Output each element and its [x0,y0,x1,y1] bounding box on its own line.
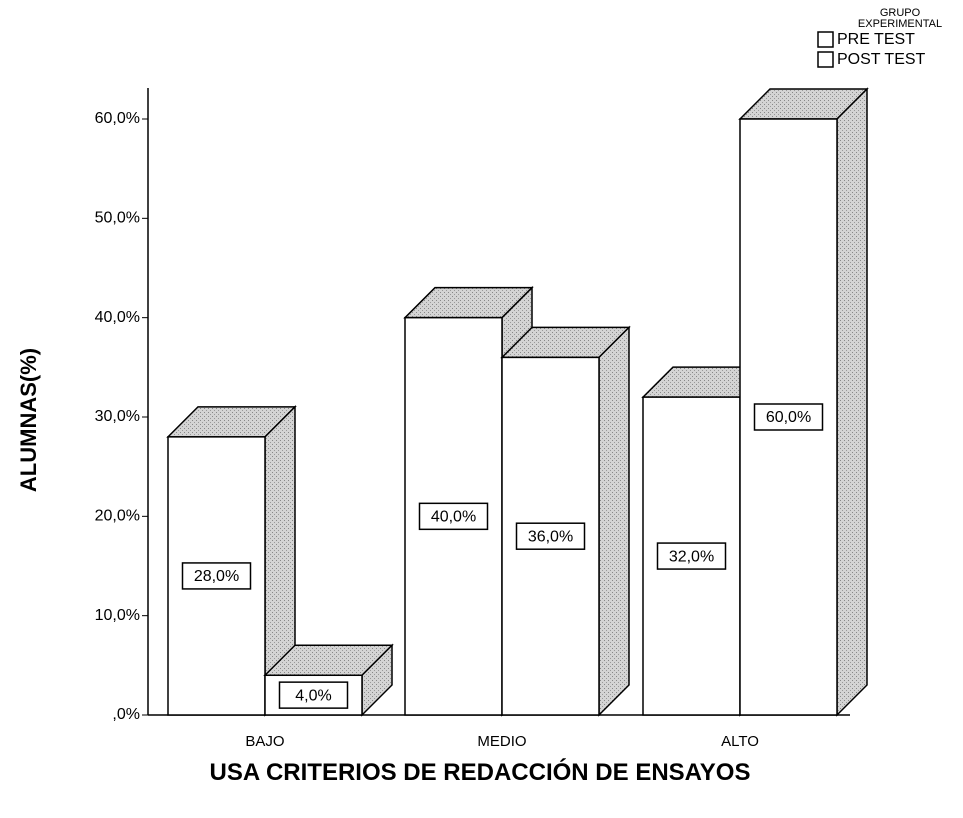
bar-side [598,325,630,717]
y-tick-label: 50,0% [95,210,140,227]
value-label-box [753,403,824,431]
value-label-box [181,562,252,590]
legend-label: POST TEST [837,51,926,68]
x-axis-label: USA CRITERIOS DE REDACCIÓN DE ENSAYOS [209,759,751,786]
y-tick-label: 10,0% [95,607,140,624]
legend-swatch [817,31,834,48]
value-label: 32,0% [669,548,714,565]
x-tick-label: MEDIO [477,733,526,750]
x-tick-label: BAJO [245,733,284,750]
y-tick-label: 60,0% [95,110,140,127]
y-tick-label: ,0% [112,706,140,723]
value-label: 40,0% [431,509,476,526]
bar-side [836,87,868,717]
legend-label: PRE TEST [837,31,915,48]
y-tick-label: 30,0% [95,408,140,425]
legend-title: GRUPO EXPERIMENTAL [857,7,943,30]
value-label-box [418,502,489,531]
y-tick-label: 40,0% [95,309,140,326]
value-label: 4,0% [295,687,331,704]
y-tick-label: 20,0% [95,508,140,525]
value-label: 36,0% [528,528,573,545]
value-label-box [656,542,727,570]
legend-swatch [817,51,834,68]
value-label-box [515,522,586,550]
value-label-box [278,681,349,709]
y-axis-label: ALUMNAS(%) [16,348,41,492]
value-label: 60,0% [766,409,811,426]
value-label: 28,0% [194,568,239,585]
x-tick-label: ALTO [721,733,759,750]
